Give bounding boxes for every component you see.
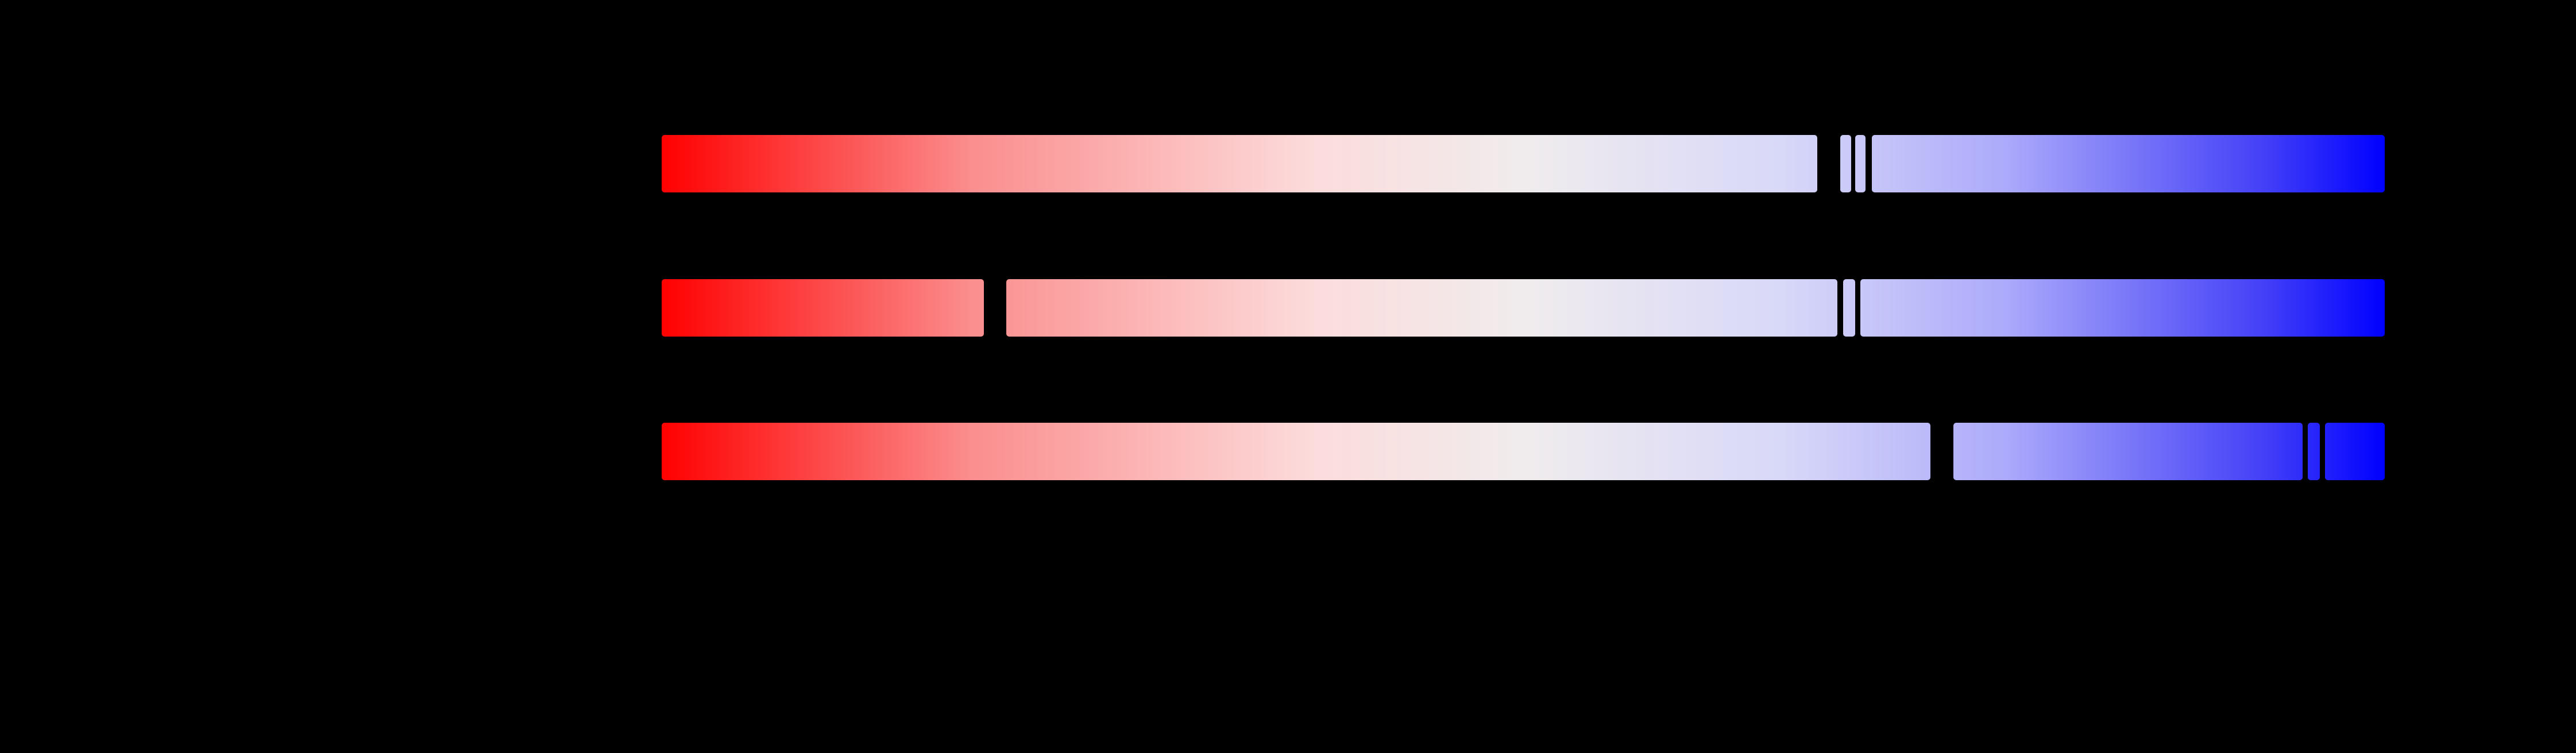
gradient-bar-row-2 — [662, 279, 2385, 337]
bar-segment — [662, 279, 984, 337]
bar-segment — [1953, 423, 2303, 480]
bar-segment — [2308, 423, 2320, 480]
bar-segment — [1860, 279, 2385, 337]
gradient-bar-row-3 — [662, 423, 2385, 480]
bar-segment — [1840, 135, 1851, 192]
bar-segment — [662, 135, 1817, 192]
bar-segment — [1843, 279, 1855, 337]
gradient-bar-row-1 — [662, 135, 2385, 192]
bar-segment — [1872, 135, 2385, 192]
bar-segment — [1006, 279, 1837, 337]
bar-segment — [2325, 423, 2385, 480]
bar-segment — [662, 423, 1930, 480]
bar-segment — [1855, 135, 1866, 192]
